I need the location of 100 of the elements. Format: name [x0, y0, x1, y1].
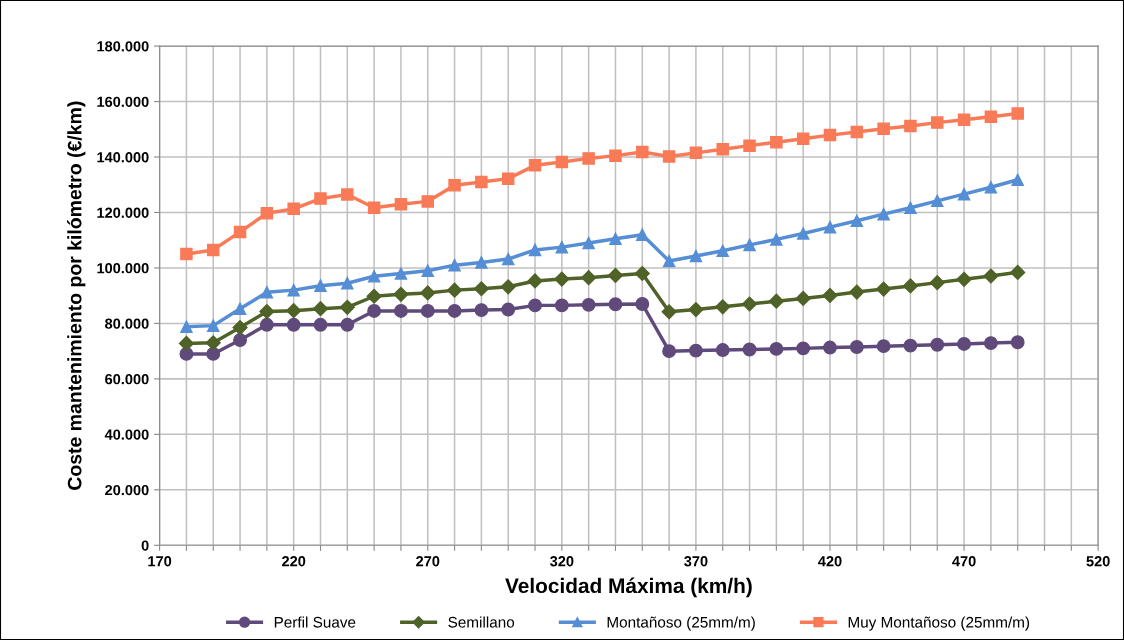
point: [1010, 264, 1026, 280]
point: [715, 343, 730, 357]
point: [501, 302, 516, 317]
point: [205, 335, 221, 351]
point: [475, 175, 488, 189]
point: [743, 238, 756, 252]
point: [662, 344, 677, 359]
point: [340, 317, 355, 332]
point: [929, 275, 945, 291]
x-tick-label: 170: [148, 556, 172, 567]
point: [528, 159, 542, 172]
point: [688, 343, 703, 358]
point: [743, 139, 756, 152]
point: [178, 335, 194, 351]
point: [1011, 173, 1024, 187]
point: [180, 247, 193, 261]
point: [287, 283, 300, 297]
point: [473, 281, 489, 297]
point: [850, 125, 864, 139]
point: [314, 192, 327, 205]
point: [849, 284, 865, 300]
point: [768, 293, 784, 309]
point: [339, 299, 355, 315]
point: [876, 281, 892, 297]
point: [984, 110, 998, 124]
point: [206, 319, 220, 332]
point: [904, 201, 917, 215]
point: [475, 256, 488, 269]
point: [823, 340, 837, 355]
point: [393, 286, 409, 302]
point: [260, 286, 274, 299]
point: [581, 270, 597, 286]
y-tick-label: 120.000: [97, 207, 149, 218]
point: [877, 207, 890, 221]
point: [741, 296, 758, 312]
point: [313, 317, 328, 332]
point: [795, 290, 811, 307]
point: [420, 303, 435, 318]
y-tick-label: 20.000: [105, 484, 149, 496]
point: [608, 297, 623, 312]
point: [984, 180, 998, 194]
point: [581, 297, 596, 312]
point: [634, 265, 650, 282]
y-tick-label: 60.000: [105, 373, 149, 385]
point: [366, 288, 382, 304]
point: [715, 299, 731, 315]
point: [770, 233, 783, 246]
point: [286, 303, 302, 319]
point: [367, 303, 382, 318]
point: [180, 320, 193, 333]
point: [232, 320, 248, 336]
x-tick-label: 220: [282, 556, 306, 567]
point: [260, 207, 274, 220]
point: [421, 264, 435, 277]
point: [662, 254, 676, 268]
point: [286, 317, 301, 332]
point: [394, 267, 408, 280]
y-tick-label: 40.000: [104, 429, 149, 440]
point: [635, 297, 650, 311]
point: [876, 339, 891, 354]
point: [636, 228, 649, 241]
point: [983, 336, 998, 351]
y-axis-title: Coste mantenimiento por kilómetro (€/km): [67, 101, 86, 490]
point: [394, 303, 408, 318]
y-tick-label: 0: [141, 540, 149, 551]
point: [957, 113, 971, 127]
point: [822, 287, 838, 303]
x-tick-label: 320: [550, 556, 574, 567]
y-tick-label: 100.000: [97, 263, 149, 274]
point: [770, 136, 783, 149]
point: [796, 341, 811, 356]
y-tick-label: 160.000: [97, 96, 149, 107]
point: [636, 145, 649, 159]
legend-label: Semillano: [448, 616, 515, 628]
point: [314, 279, 327, 292]
x-tick-label: 370: [684, 556, 708, 567]
point: [849, 340, 864, 354]
point: [394, 197, 408, 211]
point: [554, 271, 570, 287]
point: [233, 302, 247, 315]
point: [206, 243, 220, 257]
x-tick-label: 470: [952, 556, 976, 567]
point: [607, 267, 624, 284]
point: [447, 282, 463, 298]
point: [1011, 107, 1024, 120]
point: [716, 244, 729, 258]
point: [287, 202, 300, 216]
x-tick-label: 270: [416, 556, 440, 567]
point: [661, 304, 677, 320]
legend-label: Montañoso (25mm/m): [607, 616, 755, 631]
point: [769, 341, 784, 356]
point: [956, 271, 972, 287]
point: [259, 317, 274, 332]
point: [903, 338, 918, 353]
point: [528, 243, 542, 257]
point: [528, 298, 542, 313]
point: [500, 279, 516, 295]
point: [957, 336, 972, 351]
point: [233, 333, 247, 347]
point: [877, 122, 890, 135]
